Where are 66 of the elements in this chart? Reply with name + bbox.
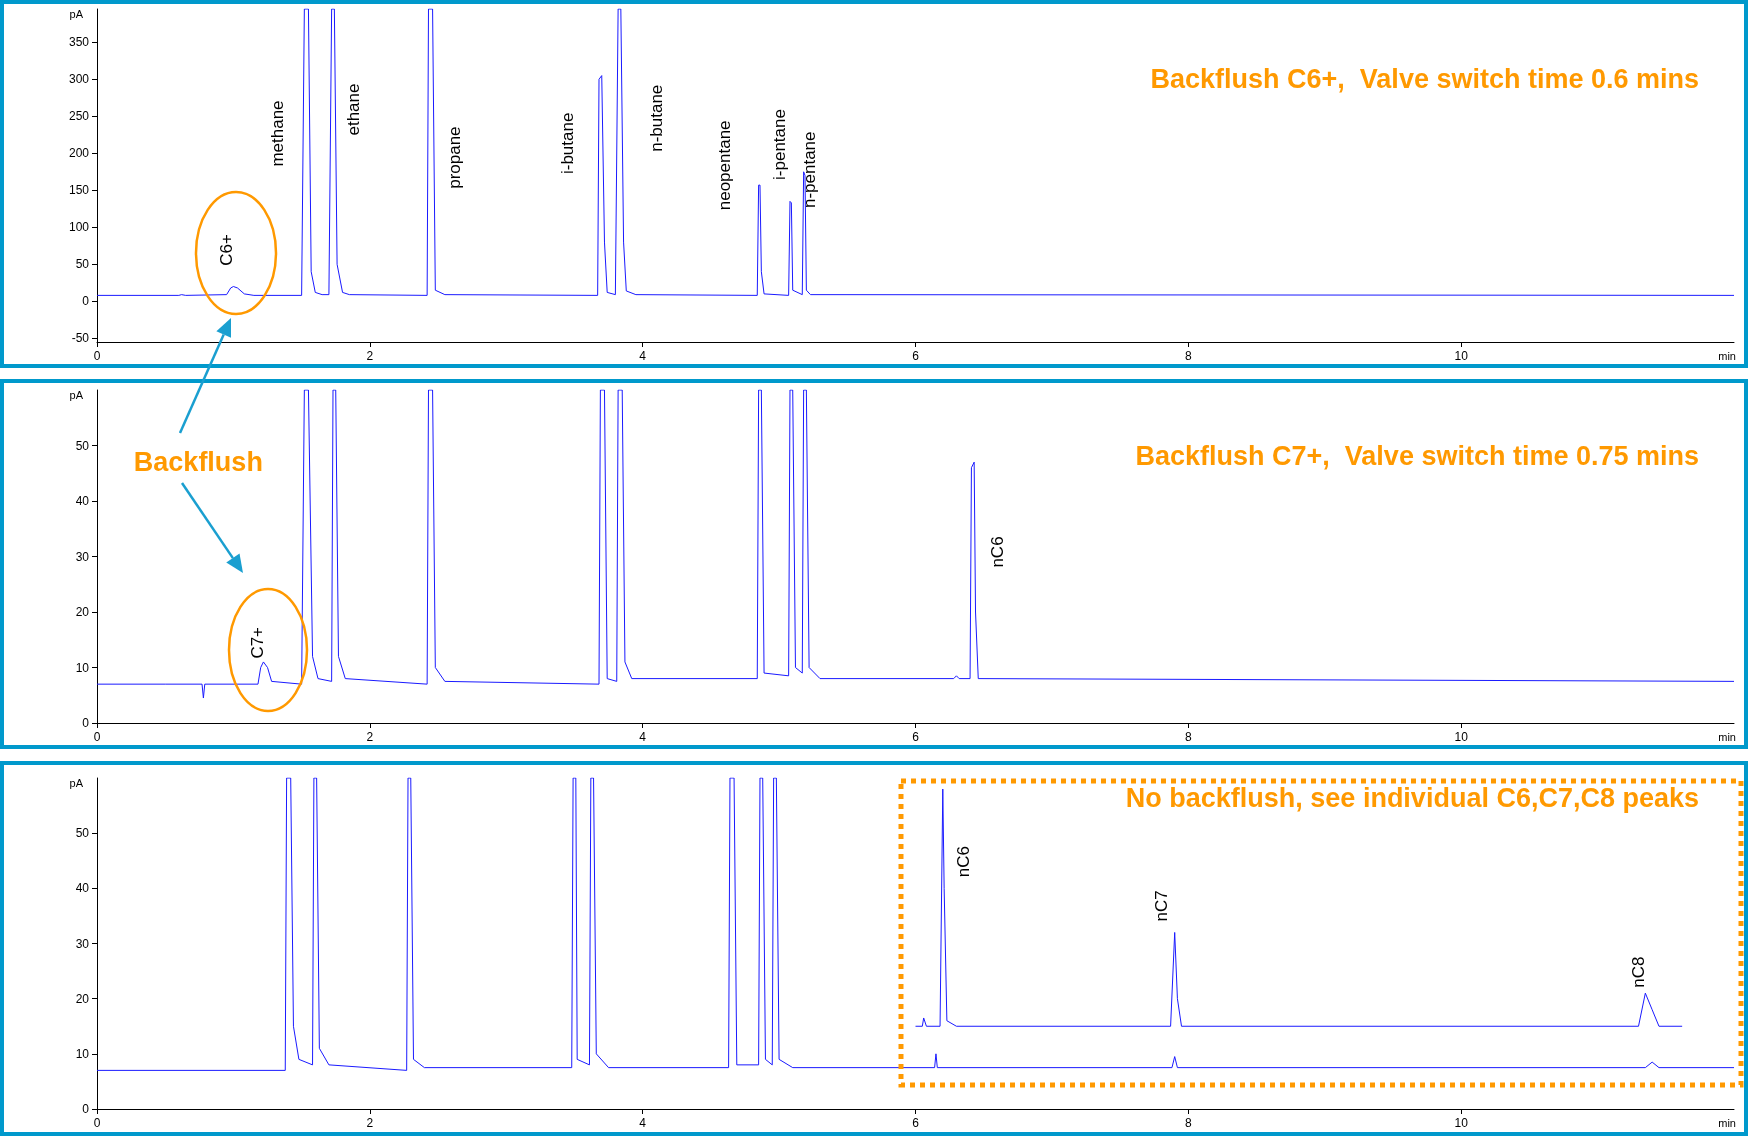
x-tick-label: 4 <box>639 1116 647 1130</box>
annotation: nC8 <box>1629 956 1649 988</box>
y-tick-label: 30 <box>75 549 90 564</box>
x-tick-label: 6 <box>912 349 920 363</box>
x-axis-title: min <box>1718 349 1736 362</box>
x-tick-label: 8 <box>1184 730 1192 744</box>
annotation: Backflush <box>133 447 263 478</box>
text: Backflush C7+, Valve switch time 0.75 mins <box>1135 440 1700 471</box>
annotation: n-butane <box>646 84 666 152</box>
annotation: n-pentane <box>799 131 819 209</box>
annotation: i-pentane <box>769 109 789 180</box>
y-tick-label: 10 <box>75 660 90 675</box>
y-tick-label: 50 <box>75 257 90 272</box>
line-series <box>96 8 1735 296</box>
annotation: i-butane <box>558 112 578 175</box>
y-tick-label: 350 <box>68 35 90 50</box>
y-axis-title: pA <box>69 7 84 20</box>
x-tick-label: 2 <box>366 349 374 363</box>
annotation: methane <box>267 100 287 167</box>
y-tick-label: 0 <box>82 294 90 309</box>
annotation: nC6 <box>987 536 1007 568</box>
y-tick-label: 20 <box>75 605 90 619</box>
y-tick-label: 40 <box>75 494 90 508</box>
annotation: ethane <box>343 83 363 136</box>
annotation: neopentane <box>715 120 735 211</box>
x-tick-label: 10 <box>1454 730 1469 744</box>
x-tick-label: 4 <box>639 730 647 744</box>
x-tick-label: 4 <box>639 349 647 363</box>
y-tick-label: 50 <box>75 826 90 841</box>
y-tick-label: 10 <box>75 1046 90 1061</box>
annotation: nC6 <box>953 846 973 878</box>
x-tick-label: 0 <box>93 1116 101 1130</box>
y-tick-label: 150 <box>68 183 90 198</box>
y-tick-label: 30 <box>75 936 90 951</box>
y-axis-title: pA <box>69 776 84 789</box>
x-tick-label: 8 <box>1184 1116 1192 1130</box>
text: Backflush C6+, Valve switch time 0.6 mins <box>1150 63 1700 94</box>
y-tick-label: 40 <box>75 881 90 896</box>
x-tick-label: 0 <box>93 730 101 744</box>
y-tick-label: 250 <box>68 109 90 124</box>
x-tick-label: 0 <box>93 349 101 363</box>
annotation: nC7 <box>1151 890 1171 922</box>
y-tick-label: -50 <box>71 331 90 346</box>
y-tick-label: 300 <box>68 72 90 87</box>
x-tick-label: 6 <box>912 1116 920 1130</box>
y-tick-label: 100 <box>68 220 90 235</box>
x-axis-title: min <box>1718 730 1736 743</box>
y-tick-label: 0 <box>82 1102 90 1116</box>
y-tick-label: 200 <box>68 146 90 161</box>
y-tick-label: 50 <box>75 438 90 453</box>
line-series <box>96 777 1735 1071</box>
annotation: propane <box>444 126 464 189</box>
y-axis-title: pA <box>69 388 84 401</box>
x-tick-label: 10 <box>1454 1116 1469 1130</box>
x-tick-label: 2 <box>366 1116 374 1130</box>
x-axis-title: min <box>1718 1116 1736 1129</box>
y-tick-label: 20 <box>75 991 90 1006</box>
x-tick-label: 2 <box>366 730 374 744</box>
y-tick-label: 0 <box>82 716 90 730</box>
x-tick-label: 8 <box>1184 349 1192 363</box>
line-series <box>96 389 1735 699</box>
annotation: C7+ <box>248 626 268 659</box>
x-tick-label: 6 <box>912 730 920 744</box>
chart-title: No backflush, see individual C6,C7,C8 peaks <box>1125 782 1700 813</box>
x-tick-label: 10 <box>1454 349 1469 363</box>
annotation: C6+ <box>217 234 237 266</box>
